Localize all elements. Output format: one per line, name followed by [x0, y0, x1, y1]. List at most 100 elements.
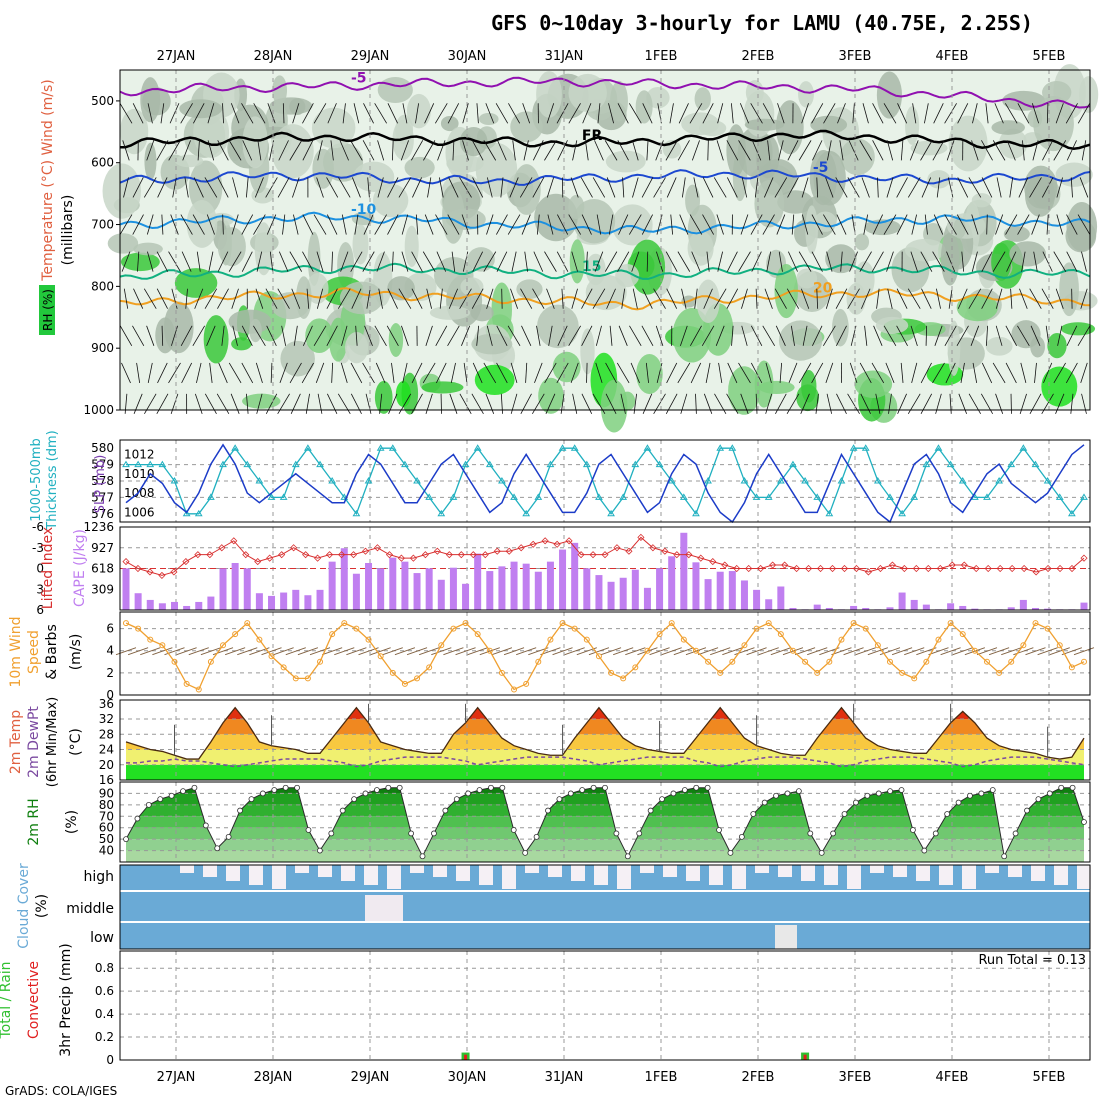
dewpoint-line [126, 756, 1085, 768]
wind-barb [292, 103, 300, 124]
rh-marker [818, 849, 825, 856]
wind-barb [338, 177, 351, 198]
wind-speed-marker [680, 636, 687, 643]
wind-barb [592, 177, 606, 198]
rh-marker [488, 784, 494, 791]
rh-marker [1012, 830, 1019, 837]
credit-label: GrADS: COLA/IGES [5, 1084, 117, 1098]
cloud-gap-middle [365, 895, 403, 921]
pressure-tick-label: 700 [91, 218, 114, 232]
lifted-index-marker [816, 564, 825, 573]
rh-marker [989, 787, 996, 793]
surface-wind-barb [940, 647, 961, 656]
rh-patch [474, 364, 515, 396]
wind-barb [823, 325, 836, 347]
wind-barb [476, 103, 479, 124]
wind-speed-marker [911, 675, 918, 682]
wind-barb [1022, 140, 1025, 161]
cloud-gap-high [502, 865, 516, 889]
lifted-index-marker [553, 540, 561, 548]
wind-barb [168, 362, 181, 384]
rh-patch [985, 336, 1013, 356]
lifted-index-marker [158, 571, 166, 579]
wind-speed-marker [814, 669, 821, 676]
wind-speed-marker [644, 647, 651, 654]
wind-barb [581, 325, 593, 347]
wind-barb [618, 325, 628, 346]
wind-speed-marker [789, 647, 796, 654]
wind-barb [572, 140, 578, 161]
wind-barb [630, 362, 640, 384]
rh-patch [619, 391, 636, 411]
rh-patch [1059, 262, 1079, 317]
cloud-gap-high [1054, 865, 1068, 885]
wind-barb [1010, 288, 1013, 309]
wind-barb [871, 251, 884, 272]
rh-patch [404, 225, 419, 268]
cape-tick-label: 927 [91, 541, 114, 555]
thickness-marker [595, 493, 603, 500]
wind-barb [132, 103, 144, 124]
wind-barb [727, 362, 738, 384]
rh-marker [567, 790, 574, 797]
wind-barb [463, 362, 468, 383]
wind-barb [180, 325, 193, 347]
panel-frame [119, 439, 1091, 523]
cloud-gap-high [1031, 865, 1045, 881]
wind-barb [948, 288, 953, 309]
wind-barb [726, 288, 739, 309]
wind-barb [147, 362, 153, 383]
cape-bar [559, 549, 567, 610]
wind-barb [350, 140, 363, 161]
cape-bar [219, 568, 227, 610]
wind-barb [594, 140, 604, 161]
wind-barb [840, 251, 843, 272]
rh-marker [396, 784, 403, 791]
wind-speed-marker [1032, 620, 1039, 627]
wind-barb [972, 103, 978, 124]
wind-barb [121, 251, 131, 272]
lifted-index-marker [805, 564, 813, 573]
rh-patch [155, 317, 175, 354]
wind-barb [726, 140, 739, 161]
rh-patch [876, 71, 903, 119]
wind-barb [192, 325, 206, 347]
rh-marker [442, 807, 449, 814]
wind-barb [872, 140, 884, 161]
wind-barb [862, 103, 869, 124]
wind-barb [932, 251, 945, 272]
thickness-marker [243, 460, 252, 468]
cape-bar [959, 605, 967, 610]
wind-tick-label: 0 [106, 688, 114, 702]
rh-patch [904, 238, 946, 262]
wind-barb [825, 362, 834, 384]
lifted-index-marker [493, 547, 501, 555]
time-axis-tick-label: 29JAN [351, 1070, 390, 1085]
thickness-marker [679, 493, 688, 500]
rh-legend-label: RH (%) [41, 289, 55, 331]
wind-barb [911, 362, 918, 384]
lifted-index-marker [649, 544, 657, 552]
wind-barb [859, 140, 873, 161]
wind-barb [496, 251, 508, 272]
wind-barb [230, 103, 240, 124]
cloud-cover-panel: high middle low Cloud Cover (%) [16, 863, 1091, 950]
lifted-index-marker [457, 551, 465, 559]
thickness-marker [328, 477, 337, 484]
surface-wind-barb [127, 647, 149, 656]
surface-wind-barb [431, 647, 452, 656]
time-axis-tick-label: 5FEB [1033, 49, 1066, 64]
cape-bar [122, 568, 130, 610]
wind-barb [924, 214, 928, 235]
wind-barb [872, 214, 884, 235]
wind-barb [961, 251, 965, 272]
wind-barb [266, 325, 277, 346]
wind-speed-marker [959, 631, 966, 638]
wind-barb [143, 177, 157, 198]
wind-barb [775, 325, 786, 346]
surface-wind-barb [394, 647, 416, 656]
lifted-index-marker [709, 558, 717, 566]
wind-speed-marker [183, 680, 190, 687]
lifted-index-marker [517, 544, 525, 552]
